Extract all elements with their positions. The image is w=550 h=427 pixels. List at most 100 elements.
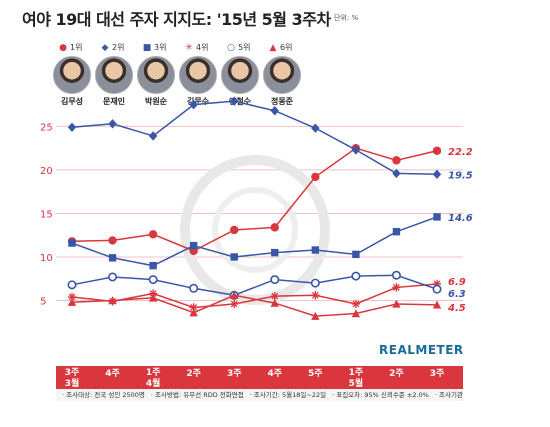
footer-note: · 조사기관: 리얼미터 (434, 391, 463, 399)
footer-note: · 조사방법: 유무선 RDD 전화면접 (150, 391, 244, 399)
data-point (230, 225, 239, 235)
data-point (310, 278, 320, 288)
data-point (351, 271, 361, 281)
candidate-name: 정몽준 (270, 97, 294, 106)
data-point (148, 131, 158, 141)
legend-rank: 2위 (112, 43, 125, 52)
data-point (230, 253, 238, 261)
legend-rank: 3위 (154, 43, 167, 52)
x-tick-label: 3주 3월 (64, 368, 80, 389)
x-tick-label: 2주 (389, 369, 404, 379)
data-point (230, 96, 239, 106)
open-circle-icon: ○ (227, 43, 235, 53)
data-point (392, 228, 401, 236)
legend-item: ▲ 6위 (268, 42, 293, 53)
avatar (95, 56, 133, 94)
unit-label: 단위: % (334, 14, 359, 22)
end-value-label: 6.3 (448, 289, 466, 300)
data-point (432, 284, 442, 294)
avatar (53, 56, 91, 94)
candidate-card: 문재인 (93, 56, 135, 107)
legend-item: ● 1위 (58, 42, 82, 53)
candidate-name: 안철수 (228, 97, 252, 106)
data-point (391, 270, 401, 280)
data-point (67, 292, 77, 302)
legend-rank: 5위 (238, 43, 251, 52)
data-point (392, 168, 401, 179)
avatar (221, 56, 259, 94)
footer-note: · 조사기간: 5월18일~22일 (249, 391, 327, 399)
data-point (108, 272, 118, 282)
data-point (311, 311, 320, 320)
data-point (148, 293, 158, 302)
x-tick-label: 4주 (267, 369, 283, 379)
x-tick-label: 3주 (226, 369, 242, 379)
data-point (67, 298, 77, 306)
series-line (71, 294, 438, 317)
end-value-label: 14.6 (448, 213, 473, 224)
candidate-name: 김무성 (60, 97, 84, 106)
survey-footer: · 조사대상: 전국 성인 2500명 · 조사방법: 유무선 RDD 전화면접 ·… (56, 389, 463, 401)
candidate-name: 김문수 (186, 97, 210, 106)
data-point (67, 122, 77, 132)
y-tick-label: 5 (40, 296, 46, 307)
data-point (108, 236, 117, 245)
data-point (392, 299, 401, 308)
filled-diamond-icon: ◆ (101, 43, 109, 53)
data-point (108, 119, 117, 129)
data-point (270, 275, 280, 285)
legend-item: ■ 3위 (142, 42, 167, 53)
legend-item: ◆ 2위 (100, 42, 125, 53)
series-line (71, 283, 438, 309)
data-point (189, 241, 198, 250)
y-tick-label: 20 (40, 166, 53, 177)
avatar (179, 56, 217, 94)
footer-note: · 표집오차: 95% 신뢰수준 ±2.0% (332, 391, 429, 399)
filled-square-icon: ■ (142, 43, 152, 53)
data-point (311, 123, 320, 133)
data-point (311, 246, 320, 254)
series-line (71, 147, 438, 252)
series-line (71, 216, 438, 267)
legend-item: ✳ 4위 (184, 42, 208, 53)
y-tick-label: 15 (40, 209, 53, 220)
data-point (352, 250, 360, 259)
data-point (271, 248, 279, 257)
data-point (432, 300, 442, 309)
data-point (270, 298, 279, 307)
candidate-card: 정몽준 (261, 56, 303, 107)
avatar (263, 56, 301, 94)
brand-logo: REALMETER (379, 343, 464, 357)
x-tick-label: 5주 (308, 369, 323, 379)
x-tick-label: 4주 (105, 369, 120, 379)
data-point (148, 275, 158, 285)
candidate-card: 박원순 (135, 56, 177, 107)
legend-rank: 1위 (70, 43, 83, 52)
filled-circle-icon: ● (59, 43, 67, 53)
candidate-name: 문재인 (102, 97, 126, 106)
data-point (311, 291, 320, 300)
data-point (68, 239, 76, 247)
y-tick-label: 10 (40, 253, 53, 264)
data-point (108, 254, 117, 262)
x-tick-label: 1주 5월 (348, 368, 364, 389)
data-point (432, 146, 442, 155)
data-point (108, 296, 117, 305)
data-point (392, 283, 401, 292)
footer-note: · 조사대상: 전국 성인 2500명 (62, 391, 145, 399)
candidate-card: 김문수 (177, 56, 219, 107)
filled-triangle-icon: ▲ (269, 43, 277, 53)
data-point (311, 172, 320, 182)
data-point (351, 299, 361, 309)
data-point (230, 299, 239, 309)
end-value-label: 4.5 (447, 303, 466, 314)
data-point (392, 156, 401, 165)
data-point (351, 309, 361, 318)
data-point (189, 308, 198, 317)
data-point (149, 261, 157, 270)
x-tick-label: 2주 (186, 369, 201, 379)
data-point (189, 99, 198, 110)
series-line (71, 100, 438, 176)
avatar (137, 56, 175, 94)
